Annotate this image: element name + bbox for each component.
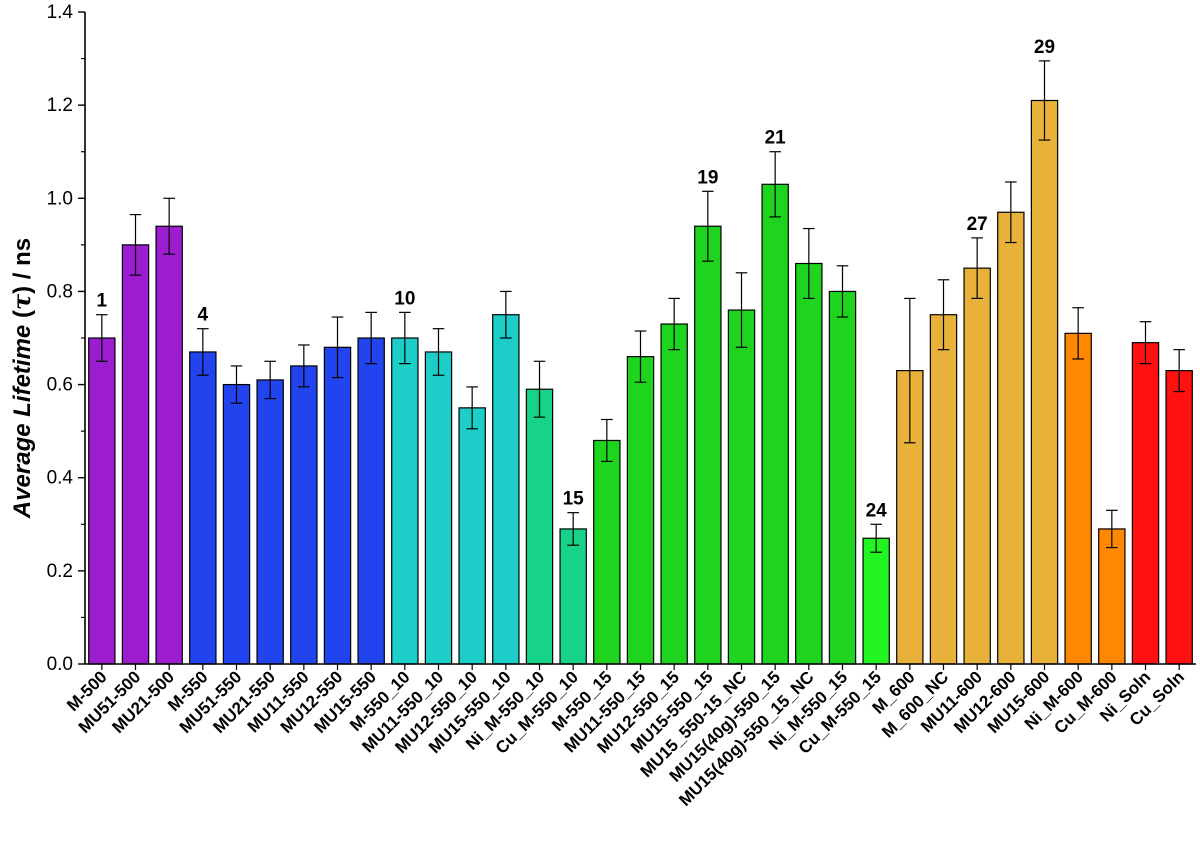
axes-layer — [78, 11, 1196, 670]
y-tick-label: 0.8 — [47, 281, 73, 302]
error-bar-11 — [466, 386, 478, 430]
bar-4 — [222, 383, 251, 665]
error-bar-15 — [601, 418, 613, 463]
error-bar-4 — [230, 365, 243, 404]
error-bar-28 — [1038, 60, 1051, 141]
bar-0 — [88, 337, 116, 665]
error-bar-31 — [1139, 321, 1152, 365]
error-bar-21 — [803, 227, 815, 300]
annotation-label: 1 — [97, 291, 108, 312]
error-bar-10 — [432, 328, 445, 376]
bar-14 — [559, 528, 587, 665]
error-bar-3 — [197, 328, 209, 376]
error-bar-14 — [567, 512, 579, 546]
annotation-label: 10 — [394, 288, 415, 309]
bar-11 — [458, 407, 486, 665]
error-bars-layer — [96, 60, 1185, 553]
y-tick-label: 0.6 — [47, 375, 73, 396]
bar-16 — [626, 356, 655, 665]
bar-1 — [121, 244, 150, 665]
bar-7 — [323, 346, 352, 665]
error-bar-7 — [331, 316, 344, 379]
error-bar-32 — [1173, 349, 1185, 393]
y-tick-label: 1.4 — [47, 2, 74, 23]
bar-23 — [862, 537, 890, 665]
y-tick-label: 0.4 — [47, 468, 74, 489]
bar-3 — [189, 351, 217, 665]
bar-26 — [963, 267, 991, 665]
y-axis-title-paren-open: ( — [9, 310, 36, 318]
y-tick-labels: 0.0 0.2 0.4 0.6 0.8 1.0 1.2 1.4 — [47, 2, 74, 675]
bar-6 — [290, 365, 318, 665]
error-bar-26 — [971, 237, 983, 300]
error-bar-24 — [904, 297, 916, 444]
error-bar-30 — [1106, 509, 1118, 549]
bar-32 — [1165, 370, 1193, 665]
y-axis-title: Average Lifetime (τ) / ns — [7, 238, 36, 519]
annotation-label: 4 — [198, 305, 209, 326]
bar-15 — [593, 439, 621, 665]
annotation-label: 19 — [697, 167, 718, 188]
bar-25 — [929, 314, 958, 665]
error-bar-13 — [533, 360, 546, 418]
bar-13 — [525, 388, 554, 665]
annotations-layer: 1 4 10 15 19 21 24 27 29 — [97, 37, 1056, 521]
bar-10 — [424, 351, 453, 665]
y-tick-label: 0.0 — [47, 654, 73, 675]
bar-17 — [660, 323, 688, 665]
bar-29 — [1064, 332, 1092, 665]
bar-28 — [1030, 99, 1059, 665]
y-tick-label: 1.2 — [47, 95, 73, 116]
error-bar-2 — [163, 197, 175, 255]
bars-layer — [88, 99, 1193, 665]
error-bar-6 — [298, 344, 310, 388]
error-bar-16 — [634, 330, 647, 383]
bar-30 — [1098, 528, 1126, 665]
y-axis-title-paren-close: ) — [9, 286, 36, 294]
y-tick-label: 0.2 — [47, 561, 73, 582]
bar-5 — [256, 379, 284, 665]
error-bar-23 — [870, 523, 882, 553]
error-bar-9 — [399, 311, 411, 365]
error-bar-29 — [1072, 307, 1084, 360]
error-bar-27 — [1005, 181, 1017, 244]
error-bar-25 — [937, 279, 950, 351]
error-bar-18 — [702, 190, 714, 262]
error-bar-19 — [735, 272, 748, 348]
y-axis-title-main: Average Lifetime — [9, 318, 36, 519]
error-bar-22 — [836, 265, 849, 318]
error-bar-12 — [500, 290, 512, 339]
error-bar-8 — [365, 311, 377, 365]
bar-31 — [1131, 342, 1160, 665]
error-bar-0 — [96, 314, 108, 362]
error-bar-20 — [769, 151, 781, 218]
annotation-label: 29 — [1034, 37, 1055, 58]
y-axis-title-tau: τ — [7, 293, 36, 310]
bar-12 — [492, 314, 520, 665]
bar-21 — [795, 262, 823, 665]
bar-22 — [828, 290, 857, 665]
bar-18 — [694, 225, 722, 665]
annotation-label: 21 — [765, 128, 787, 149]
error-bar-1 — [129, 213, 142, 276]
bar-2 — [155, 225, 183, 665]
y-tick-label: 1.0 — [47, 188, 73, 209]
bar-19 — [727, 309, 756, 665]
bar-9 — [391, 337, 419, 665]
annotation-label: 27 — [967, 214, 988, 235]
error-bar-5 — [264, 360, 276, 400]
bar-8 — [357, 337, 385, 665]
annotation-label: 15 — [563, 489, 585, 510]
y-axis-title-unit: / ns — [9, 238, 36, 286]
x-category-labels: M-500MU51-500MU21-500M-550MU51-550MU21-5… — [63, 667, 1188, 809]
bar-20 — [761, 183, 789, 665]
annotation-label: 24 — [866, 500, 888, 521]
error-bar-17 — [668, 297, 680, 351]
bar-27 — [997, 211, 1025, 665]
